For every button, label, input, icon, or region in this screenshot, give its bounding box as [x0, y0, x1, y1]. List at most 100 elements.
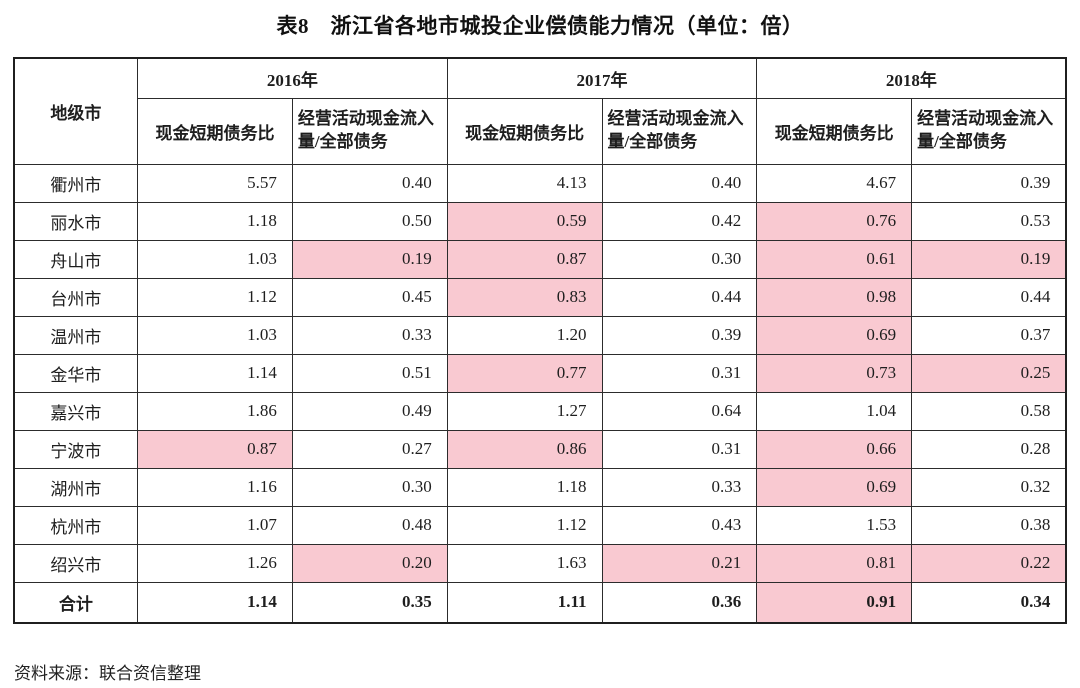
table-row: 金华市 1.14 0.51 0.77 0.31 0.73 0.25: [13, 353, 1067, 393]
value-cell: 0.87: [137, 429, 293, 469]
metric-header-cash-short-debt-2017: 现金短期债务比: [446, 97, 603, 165]
value-cell: 0.39: [911, 163, 1067, 203]
table-row: 绍兴市 1.26 0.20 1.63 0.21 0.81 0.22: [13, 543, 1067, 583]
value-cell: 1.07: [137, 505, 293, 545]
value-cell: 0.58: [911, 391, 1067, 431]
value-cell: 0.49: [291, 391, 448, 431]
value-cell: 1.03: [137, 315, 293, 355]
table-header: 地级市 2016年 2017年 2018年 现金短期债务比 经营活动现金流入量/…: [13, 57, 1067, 165]
value-cell: 0.21: [601, 543, 758, 583]
value-cell: 0.44: [911, 277, 1067, 317]
value-cell: 0.77: [446, 353, 603, 393]
value-cell: 0.30: [601, 239, 758, 279]
value-cell: 0.73: [756, 353, 913, 393]
value-cell: 0.98: [756, 277, 913, 317]
table-row: 湖州市 1.16 0.30 1.18 0.33 0.69 0.32: [13, 467, 1067, 507]
value-cell: 0.87: [446, 239, 603, 279]
value-cell: 0.43: [601, 505, 758, 545]
value-cell: 1.14: [137, 581, 293, 624]
metric-header-operating-cashflow-2018: 经营活动现金流入量/全部债务: [911, 97, 1067, 165]
metric-header-operating-cashflow-2017: 经营活动现金流入量/全部债务: [601, 97, 758, 165]
value-cell: 0.83: [446, 277, 603, 317]
metric-header-row: 现金短期债务比 经营活动现金流入量/全部债务 现金短期债务比 经营活动现金流入量…: [14, 97, 1067, 165]
year-header-2018: 2018年: [756, 57, 1067, 99]
value-cell: 0.19: [911, 239, 1067, 279]
city-cell: 台州市: [13, 277, 139, 317]
source-note: 资料来源：联合资信整理: [14, 664, 201, 683]
debt-capacity-table: 地级市 2016年 2017年 2018年 现金短期债务比 经营活动现金流入量/…: [12, 57, 1068, 624]
value-cell: 1.12: [137, 277, 293, 317]
value-cell: 1.27: [446, 391, 603, 431]
value-cell: 0.76: [756, 201, 913, 241]
value-cell: 0.38: [911, 505, 1067, 545]
city-cell: 温州市: [13, 315, 139, 355]
value-cell: 1.16: [137, 467, 293, 507]
table-row: 衢州市 5.57 0.40 4.13 0.40 4.67 0.39: [13, 163, 1067, 203]
value-cell: 0.37: [911, 315, 1067, 355]
value-cell: 0.45: [291, 277, 448, 317]
city-cell: 衢州市: [13, 163, 139, 203]
value-cell: 1.18: [446, 467, 603, 507]
value-cell: 0.30: [291, 467, 448, 507]
table-row: 温州市 1.03 0.33 1.20 0.39 0.69 0.37: [13, 315, 1067, 355]
value-cell: 0.33: [291, 315, 448, 355]
table-row: 丽水市 1.18 0.50 0.59 0.42 0.76 0.53: [13, 201, 1067, 241]
city-cell: 金华市: [13, 353, 139, 393]
city-cell: 丽水市: [13, 201, 139, 241]
value-cell: 0.28: [911, 429, 1067, 469]
value-cell: 1.04: [756, 391, 913, 431]
value-cell: 0.66: [756, 429, 913, 469]
value-cell: 5.57: [137, 163, 293, 203]
value-cell: 0.42: [601, 201, 758, 241]
value-cell: 0.44: [601, 277, 758, 317]
city-cell: 绍兴市: [13, 543, 139, 583]
value-cell: 0.20: [291, 543, 448, 583]
value-cell: 0.32: [911, 467, 1067, 507]
year-header-2016: 2016年: [137, 57, 448, 99]
value-cell: 1.03: [137, 239, 293, 279]
value-cell: 1.18: [137, 201, 293, 241]
value-cell: 0.81: [756, 543, 913, 583]
value-cell: 0.34: [911, 581, 1067, 624]
value-cell: 0.40: [601, 163, 758, 203]
metric-header-cash-short-debt-2018: 现金短期债务比: [756, 97, 913, 165]
city-cell: 舟山市: [13, 239, 139, 279]
value-cell: 0.69: [756, 315, 913, 355]
value-cell: 1.20: [446, 315, 603, 355]
value-cell: 0.27: [291, 429, 448, 469]
total-row: 合计 1.14 0.35 1.11 0.36 0.91 0.34: [13, 581, 1067, 624]
value-cell: 0.40: [291, 163, 448, 203]
table-row: 宁波市 0.87 0.27 0.86 0.31 0.66 0.28: [13, 429, 1067, 469]
value-cell: 4.13: [446, 163, 603, 203]
city-cell: 湖州市: [13, 467, 139, 507]
city-cell: 杭州市: [13, 505, 139, 545]
city-cell: 宁波市: [13, 429, 139, 469]
metric-header-operating-cashflow-2016: 经营活动现金流入量/全部债务: [291, 97, 448, 165]
value-cell: 0.64: [601, 391, 758, 431]
value-cell: 0.51: [291, 353, 448, 393]
city-cell: 合计: [13, 581, 139, 624]
value-cell: 0.39: [601, 315, 758, 355]
value-cell: 0.50: [291, 201, 448, 241]
city-cell: 嘉兴市: [13, 391, 139, 431]
value-cell: 0.59: [446, 201, 603, 241]
value-cell: 0.35: [291, 581, 448, 624]
value-cell: 0.86: [446, 429, 603, 469]
city-column-header: 地级市: [13, 57, 139, 165]
value-cell: 0.48: [291, 505, 448, 545]
value-cell: 0.25: [911, 353, 1067, 393]
value-cell: 4.67: [756, 163, 913, 203]
value-cell: 1.12: [446, 505, 603, 545]
metric-header-cash-short-debt-2016: 现金短期债务比: [137, 97, 293, 165]
value-cell: 0.22: [911, 543, 1067, 583]
value-cell: 0.61: [756, 239, 913, 279]
value-cell: 1.53: [756, 505, 913, 545]
table-body: 衢州市 5.57 0.40 4.13 0.40 4.67 0.39 丽水市 1.18 0.50 0.…: [13, 163, 1067, 624]
value-cell: 1.11: [446, 581, 603, 624]
year-header-row: 地级市 2016年 2017年 2018年: [13, 57, 1067, 165]
value-cell: 0.36: [601, 581, 758, 624]
value-cell: 1.14: [137, 353, 293, 393]
value-cell: 0.19: [291, 239, 448, 279]
table-row: 嘉兴市 1.86 0.49 1.27 0.64 1.04 0.58: [13, 391, 1067, 431]
